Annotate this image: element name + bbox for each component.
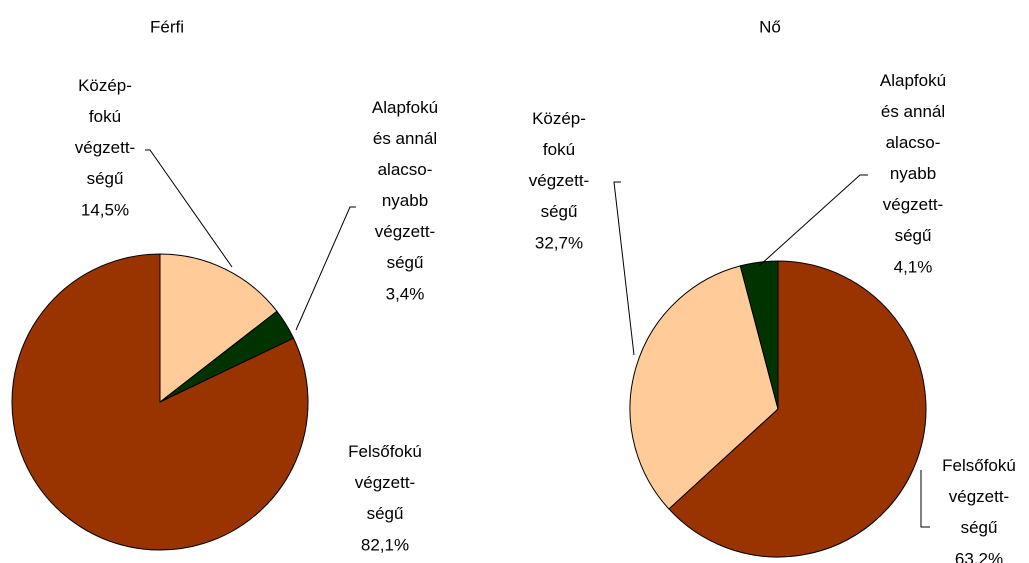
value-label: 32,7% bbox=[535, 233, 583, 252]
pie-slice bbox=[11, 253, 309, 551]
leader-line bbox=[613, 181, 635, 356]
value-label: 63,2% bbox=[955, 549, 1003, 563]
slice-label: Közép-fokú végzett-ségű bbox=[75, 76, 135, 188]
slice-label: Alapfokú és annál alacso-nyabb végzett-ségű bbox=[880, 71, 946, 245]
leader-line bbox=[295, 206, 356, 331]
value-label: 4,1% bbox=[894, 257, 933, 276]
value-label: 14,5% bbox=[81, 200, 129, 219]
pie-slice bbox=[159, 253, 278, 404]
pie-slice bbox=[629, 265, 779, 510]
leader-line bbox=[758, 174, 868, 267]
slice-label: Felsőfokú végzett-ségű bbox=[348, 442, 422, 523]
slice-label: Alapfokú és annál alacso-nyabb végzett-ségű bbox=[372, 98, 438, 272]
pie-slice bbox=[739, 260, 779, 410]
slice-label: Közép-fokú végzett-ségű bbox=[529, 109, 589, 221]
value-label: 3,4% bbox=[386, 284, 425, 303]
chart-title: Nő bbox=[759, 17, 781, 36]
slice-label: Felsőfokú végzett-ségű bbox=[942, 456, 1016, 537]
leader-line bbox=[920, 470, 930, 528]
value-label: 82,1% bbox=[361, 535, 409, 554]
leader-line bbox=[145, 149, 233, 268]
chart-title: Férfi bbox=[150, 17, 184, 36]
pie-slice bbox=[668, 260, 927, 558]
